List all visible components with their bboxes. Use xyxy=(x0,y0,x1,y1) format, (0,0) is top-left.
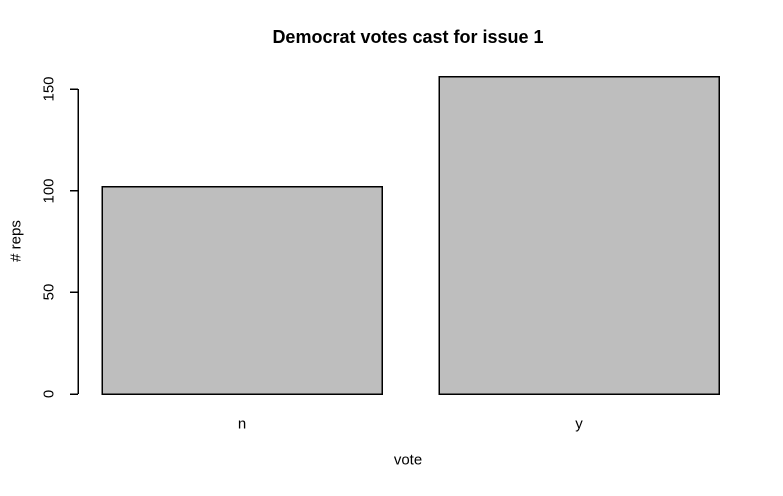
bar-n xyxy=(101,185,383,395)
y-tick-label: 150 xyxy=(40,76,58,102)
y-axis-label: # reps xyxy=(7,220,25,262)
x-tick-label-y: y xyxy=(575,415,583,433)
chart-title: Democrat votes cast for issue 1 xyxy=(272,27,544,47)
bar-y xyxy=(438,76,720,395)
y-tick-label: 50 xyxy=(40,283,58,301)
x-axis-label: vote xyxy=(393,451,423,469)
y-tick-label: 100 xyxy=(40,178,58,204)
y-tick-label: 0 xyxy=(40,389,58,399)
x-tick-label-n: n xyxy=(237,415,247,433)
